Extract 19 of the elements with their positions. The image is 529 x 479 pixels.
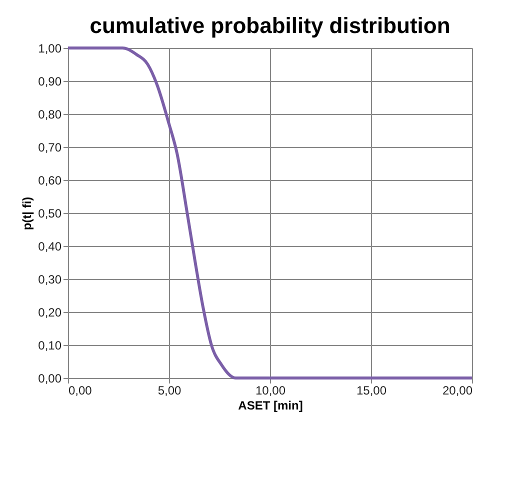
y-axis-title: p(t| fi) [20, 196, 34, 230]
y-tick-label: 0,80 [38, 108, 62, 122]
y-tick-label: 0,30 [38, 272, 62, 286]
y-tick-label: 0,70 [38, 140, 62, 154]
x-tick-label: 15,00 [356, 384, 387, 398]
x-tick-label: 5,00 [158, 384, 182, 398]
chart-title: cumulative probability distribution [90, 13, 450, 38]
x-axis-title: ASET [min] [238, 398, 303, 412]
x-tick-label: 10,00 [255, 384, 286, 398]
y-tick-label: 0,60 [38, 174, 62, 188]
y-tick-label: 0,50 [38, 206, 62, 220]
y-tick-label: 1,00 [38, 42, 62, 56]
y-tick-label: 0,20 [38, 306, 62, 320]
y-tick-label: 0,90 [38, 74, 62, 88]
y-tick-label: 0,10 [38, 338, 62, 352]
x-tick-label: 20,00 [442, 384, 473, 398]
y-tick-label: 0,40 [38, 240, 62, 254]
y-tick-label: 0,00 [38, 372, 62, 386]
x-tick-label: 0,00 [68, 384, 92, 398]
